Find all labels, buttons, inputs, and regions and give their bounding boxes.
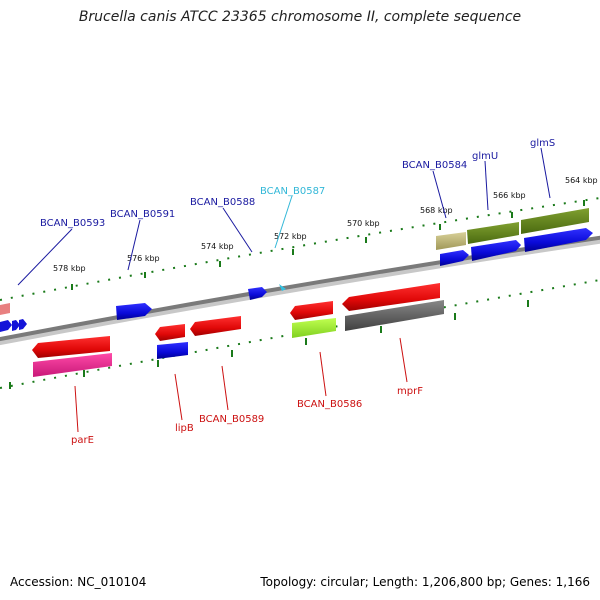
tick-label-566: 566 kbp [493,191,526,200]
feature-reverse-cds[interactable] [155,324,185,341]
forward-features [0,208,593,332]
upper-tick-ruler [0,197,600,301]
feature-forward-small[interactable] [0,320,12,332]
tick-label-568: 568 kbp [420,206,453,215]
backbone-shadow [0,237,600,346]
gene-label-glms[interactable]: glmS [530,138,555,149]
gene-label-bcan-b0591[interactable]: BCAN_B0591 [110,209,175,220]
feature-forward-cds[interactable] [116,303,152,320]
gene-label-bcan-b0589[interactable]: BCAN_B0589 [199,414,264,425]
label-connectors [17,147,551,433]
gene-label-glmu[interactable]: glmU [472,151,498,162]
gene-label-bcan-b0593[interactable]: BCAN_B0593 [40,218,105,229]
tick-label-578: 578 kbp [53,264,86,273]
gene-label-bcan-b0587[interactable]: BCAN_B0587 [260,186,325,197]
feature-salmon[interactable] [0,303,10,315]
tick-label-576: 576 kbp [127,254,160,263]
lower-tick-ruler [0,279,600,389]
feature-reverse-cds[interactable] [342,283,440,311]
feature-forward-cds[interactable] [471,240,521,261]
feature-bcan-b0589[interactable] [190,316,241,336]
tick-label-572: 572 kbp [274,232,307,241]
gene-label-bcan-b0588[interactable]: BCAN_B0588 [190,197,255,208]
feature-lipb[interactable] [157,342,188,359]
gene-label-mprf[interactable]: mprF [397,386,423,397]
feature-reverse-cds[interactable] [32,336,110,358]
topology-text: Topology: circular; Length: 1,206,800 bp… [260,575,590,589]
gene-label-pare[interactable]: parE [71,435,94,446]
feature-mprf[interactable] [345,300,444,331]
feature-glmu[interactable] [467,222,519,244]
feature-forward-cds[interactable] [440,250,469,266]
feature-khaki[interactable] [436,232,466,250]
feature-bcan-b0586[interactable] [292,318,336,338]
gene-label-bcan-b0584[interactable]: BCAN_B0584 [402,160,467,171]
feature-glms[interactable] [521,208,589,234]
feature-forward-small[interactable] [19,319,27,330]
accession-text: Accession: NC_010104 [10,575,147,589]
feature-forward-small[interactable] [12,320,20,331]
feature-pare[interactable] [33,353,112,377]
feature-bcan-b0587[interactable] [279,284,286,291]
gene-label-lipb[interactable]: lipB [175,423,194,434]
feature-forward-cds[interactable] [248,287,267,300]
tick-label-564: 564 kbp [565,176,598,185]
gene-label-bcan-b0586[interactable]: BCAN_B0586 [297,399,362,410]
feature-reverse-cds[interactable] [290,301,333,320]
reverse-features [32,283,444,377]
tick-label-574: 574 kbp [201,242,234,251]
feature-forward-cds[interactable] [524,228,593,252]
backbone [0,235,600,342]
tick-label-570: 570 kbp [347,219,380,228]
map-title: Brucella canis ATCC 23365 chromosome II,… [78,9,522,25]
